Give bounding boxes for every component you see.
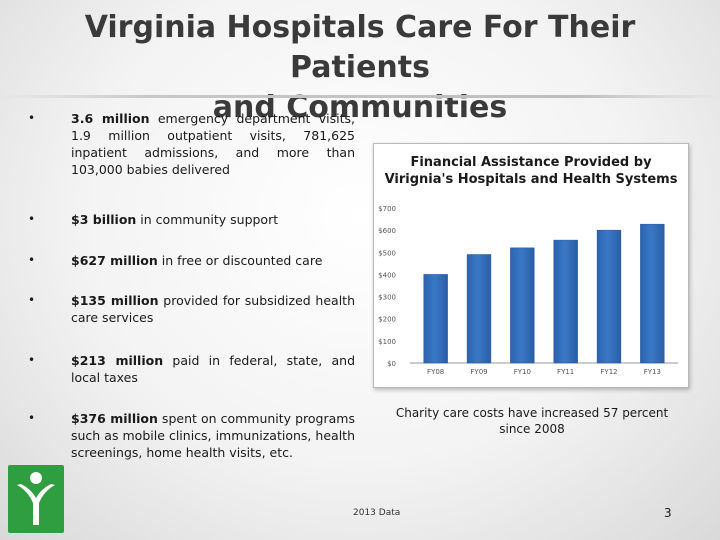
bullet-bold: $135 million bbox=[71, 293, 159, 308]
y-tick-label: $500 bbox=[378, 249, 396, 257]
bullet-text: provided for subsidized health care serv… bbox=[71, 293, 355, 325]
bullet-text: in free or discounted care bbox=[157, 253, 323, 268]
bullet-marker: • bbox=[28, 353, 36, 367]
title-divider bbox=[0, 95, 720, 98]
source-note: 2013 Data bbox=[353, 508, 401, 518]
chart-caption: Charity care costs have increased 57 per… bbox=[395, 406, 669, 436]
bar-FY12 bbox=[596, 229, 622, 364]
chart-container: Financial Assistance Provided by Virigni… bbox=[373, 143, 689, 388]
bar-FY11 bbox=[553, 239, 578, 364]
logo-icon bbox=[17, 472, 55, 525]
bullet-bold: 3.6 million bbox=[71, 111, 150, 126]
bullet-bold: $627 million bbox=[71, 253, 158, 268]
page-number: 3 bbox=[664, 506, 672, 520]
x-tick-label: FY11 bbox=[557, 368, 574, 376]
bullet-text: spent on community programs such as mobi… bbox=[71, 411, 355, 460]
y-tick-label: $700 bbox=[378, 205, 396, 213]
x-tick-label: FY10 bbox=[514, 368, 531, 376]
chart-title: Financial Assistance Provided by Virigni… bbox=[384, 155, 678, 187]
x-tick-label: FY08 bbox=[427, 368, 444, 376]
bar-FY09 bbox=[466, 254, 492, 364]
bar-chart: $0 $100 $200 $300 $400 $500 $600 $700 FY08 FY09 FY… bbox=[378, 205, 678, 376]
slide-title-line-1: Virginia Hospitals Care For Their Patien… bbox=[84, 10, 636, 85]
y-tick-label: $200 bbox=[378, 316, 396, 324]
bullet-bold: $3 billion bbox=[71, 212, 137, 227]
bar-FY10 bbox=[510, 247, 535, 364]
bar-FY08 bbox=[423, 274, 448, 364]
bullet-marker: • bbox=[28, 253, 36, 267]
bullet-marker: • bbox=[28, 293, 36, 307]
y-tick-label: $0 bbox=[387, 360, 396, 368]
bullet-bold: $213 million bbox=[71, 353, 164, 368]
bullet-bold: $376 million bbox=[71, 411, 158, 426]
bullet-marker: • bbox=[28, 411, 36, 425]
y-tick-label: $600 bbox=[378, 227, 396, 235]
bullet-text: paid in federal, state, and local taxes bbox=[71, 353, 356, 385]
y-tick-label: $100 bbox=[378, 338, 396, 346]
x-tick-label: FY13 bbox=[644, 368, 661, 376]
y-tick-label: $400 bbox=[378, 271, 396, 279]
bullet-text: emergency department visits, 1.9 million… bbox=[71, 111, 355, 177]
y-tick-label: $300 bbox=[378, 294, 396, 302]
bar-FY13 bbox=[640, 223, 665, 364]
x-tick-label: FY12 bbox=[600, 368, 617, 376]
bullet-text: in community support bbox=[136, 212, 279, 227]
bullet-marker: • bbox=[28, 111, 36, 125]
organization-logo bbox=[8, 465, 64, 533]
x-tick-label: FY09 bbox=[470, 368, 487, 376]
bullet-marker: • bbox=[28, 212, 36, 226]
